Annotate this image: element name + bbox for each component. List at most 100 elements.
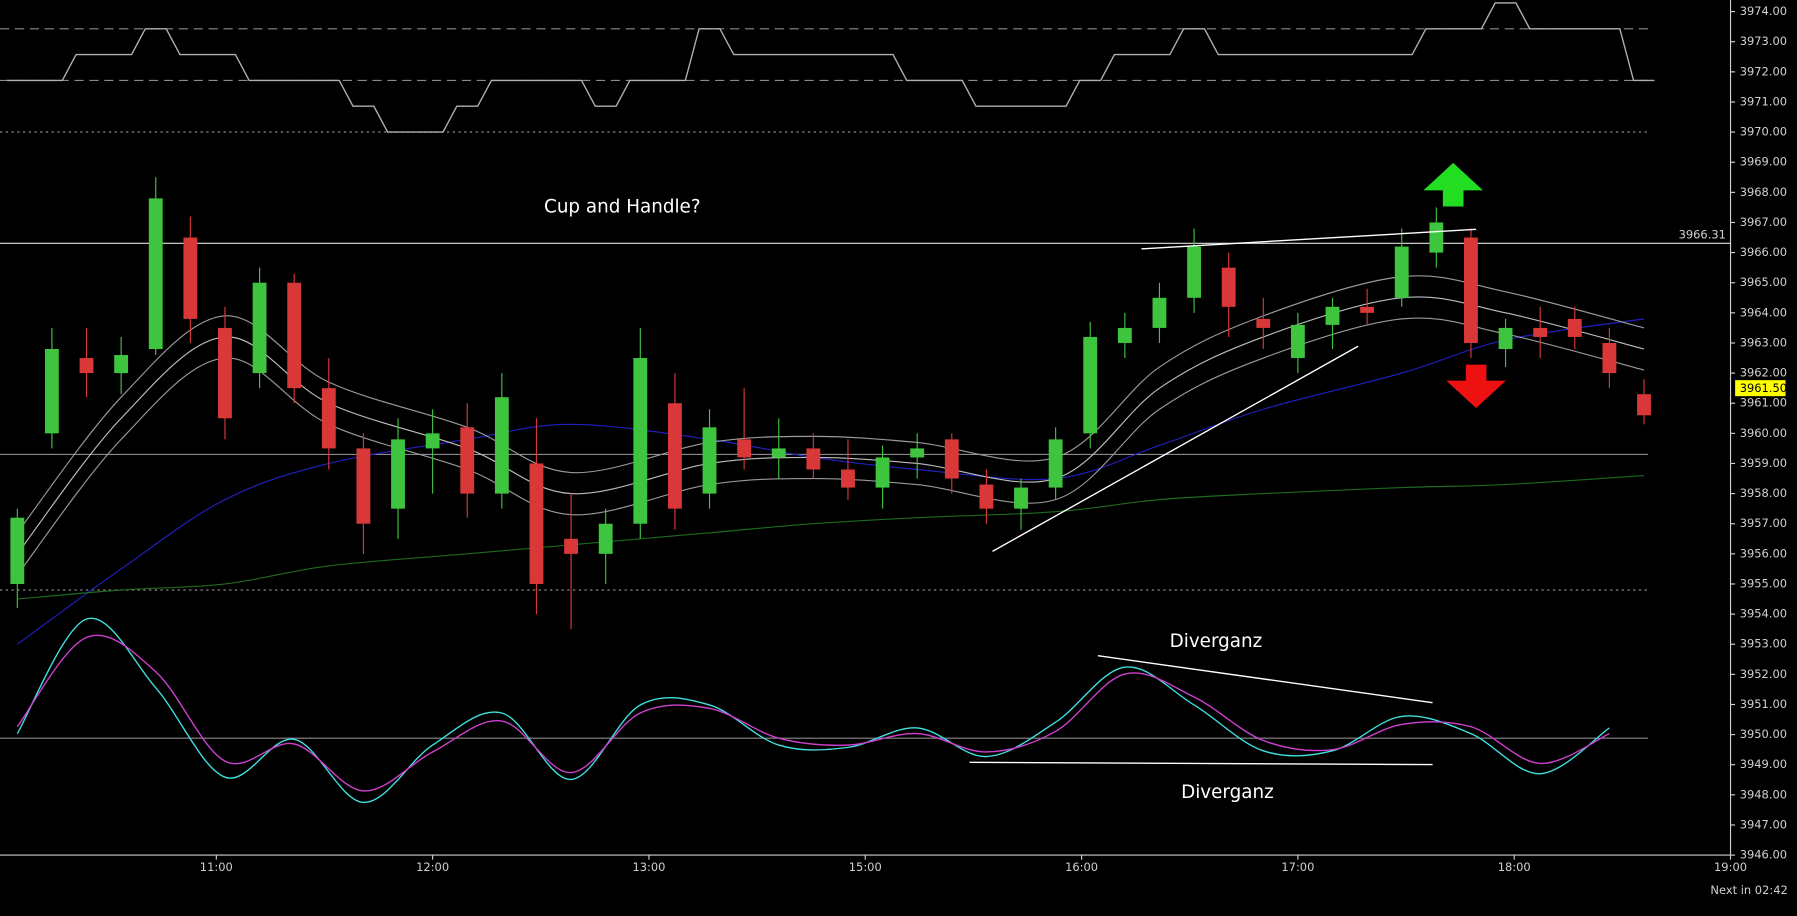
y-tick-label: 3963.00 <box>1740 335 1787 349</box>
candle-body <box>1256 318 1271 328</box>
annotation: Cup and Handle? <box>544 197 701 218</box>
candle-body <box>391 439 405 509</box>
footer-status: Next in 02:42 <box>1710 883 1787 897</box>
candle-body <box>702 427 717 494</box>
y-tick-label: 3946.00 <box>1740 848 1787 862</box>
candle-body <box>494 397 509 494</box>
candle-body <box>1637 394 1651 416</box>
candle-body <box>806 448 821 470</box>
last-price-label: 3961.50 <box>1740 381 1787 395</box>
candle-body <box>1152 297 1167 328</box>
down-arrow <box>1446 364 1506 409</box>
candle-body <box>252 282 267 374</box>
candle-body <box>183 237 198 319</box>
y-tick-label: 3966.00 <box>1740 245 1787 259</box>
candles-layer <box>10 177 1651 630</box>
candle-body <box>287 282 302 389</box>
axes-layer: 3946.00 3947.00 3948.00 3949.00 3950.00 3951.… <box>200 4 1787 874</box>
trendline <box>969 761 1433 766</box>
y-tick-label: 3947.00 <box>1740 817 1787 831</box>
x-tick-label: 11:00 <box>200 860 233 874</box>
candle-body <box>1464 237 1478 343</box>
candle-body <box>944 439 959 479</box>
y-tick-label: 3949.00 <box>1740 757 1787 771</box>
candle-body <box>667 403 682 509</box>
y-tick-label: 3953.00 <box>1740 637 1787 651</box>
x-tick-label: 15:00 <box>849 860 882 874</box>
y-tick-label: 3956.00 <box>1740 546 1787 560</box>
y-tick-label: 3960.00 <box>1740 426 1787 440</box>
y-tick-label: 3961.00 <box>1740 396 1787 410</box>
trendline <box>1141 228 1477 250</box>
candle-body <box>79 358 94 374</box>
candle-body <box>529 463 544 584</box>
annotation: Diverganz <box>1181 782 1274 803</box>
annotation: Diverganz <box>1170 631 1263 652</box>
candle-body <box>875 457 890 488</box>
y-tick-label: 3972.00 <box>1740 64 1787 78</box>
last-price-box <box>1735 380 1786 397</box>
candle-body <box>771 448 786 458</box>
x-tick-label: 19:00 <box>1714 860 1747 874</box>
candle-body <box>737 439 752 458</box>
candle-body <box>1533 327 1548 337</box>
y-tick-label: 3958.00 <box>1740 486 1787 500</box>
candle-body <box>356 448 371 524</box>
candle-body <box>114 355 129 374</box>
y-tick-label: 3948.00 <box>1740 787 1787 801</box>
overlay-line <box>17 474 1645 600</box>
candle-body <box>1083 336 1098 434</box>
y-tick-label: 3967.00 <box>1740 215 1787 229</box>
candle-body <box>1429 222 1444 253</box>
step-indicator-line <box>6 2 1655 133</box>
y-tick-label: 3973.00 <box>1740 34 1787 48</box>
candle-body <box>321 388 336 449</box>
candle-body <box>841 469 855 488</box>
overlay-line <box>16 317 1645 576</box>
candle-body <box>1498 327 1513 350</box>
candle-body <box>148 198 163 350</box>
x-tick-label: 16:00 <box>1065 860 1098 874</box>
candle-body <box>598 523 613 554</box>
candle-body <box>1187 246 1201 298</box>
candle-body <box>10 517 25 584</box>
y-tick-label: 3955.00 <box>1740 576 1787 590</box>
y-tick-label: 3962.00 <box>1740 366 1787 380</box>
candle-body <box>979 484 994 509</box>
lines-layer <box>6 2 1655 804</box>
oscillator-line <box>16 634 1610 792</box>
candle-body <box>460 427 475 494</box>
candle-body <box>633 358 648 524</box>
candle-body <box>1394 246 1409 298</box>
candle-body <box>218 327 232 419</box>
candle-body <box>1360 306 1375 313</box>
x-tick-label: 13:00 <box>632 860 665 874</box>
candle-body <box>1325 306 1340 325</box>
x-tick-label: 12:00 <box>416 860 449 874</box>
y-tick-label: 3954.00 <box>1740 607 1787 621</box>
y-tick-label: 3952.00 <box>1740 667 1787 681</box>
y-tick-label: 3951.00 <box>1740 697 1787 711</box>
y-tick-label: 3970.00 <box>1740 125 1787 139</box>
y-tick-label: 3969.00 <box>1740 155 1787 169</box>
trendline <box>992 345 1359 553</box>
candle-body <box>564 538 578 554</box>
y-tick-label: 3968.00 <box>1740 185 1787 199</box>
candle-body <box>910 448 925 458</box>
oscillator-line <box>16 617 1610 804</box>
candle-body <box>1221 267 1236 307</box>
y-tick-label: 3965.00 <box>1740 275 1787 289</box>
up-arrow <box>1423 162 1483 207</box>
drawings <box>969 228 1477 766</box>
candle-body <box>425 433 440 449</box>
trendline <box>1097 655 1433 704</box>
candle-body <box>1567 318 1582 337</box>
candle-body <box>44 349 59 434</box>
y-tick-label: 3971.00 <box>1740 94 1787 108</box>
price-line-label: 3966.31 <box>1679 228 1726 242</box>
x-tick-label: 18:00 <box>1498 860 1531 874</box>
y-tick-label: 3964.00 <box>1740 305 1787 319</box>
grid-layer: 3966.31 <box>0 28 1731 739</box>
